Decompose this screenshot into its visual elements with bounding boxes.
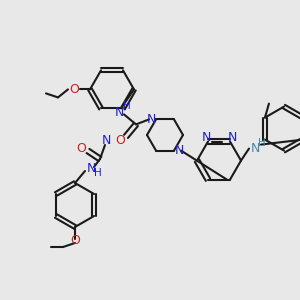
Text: N: N (86, 163, 96, 176)
Text: O: O (115, 134, 125, 147)
Text: H: H (94, 168, 102, 178)
Text: N: N (227, 131, 237, 144)
Text: N: N (114, 106, 124, 119)
Text: N: N (146, 113, 156, 126)
Text: H: H (258, 138, 266, 148)
Text: H: H (123, 101, 131, 111)
Text: O: O (76, 142, 86, 154)
Text: O: O (69, 83, 79, 96)
Text: N: N (250, 142, 260, 155)
Text: N: N (201, 131, 211, 144)
Text: N: N (101, 134, 111, 148)
Text: N: N (174, 144, 184, 157)
Text: O: O (70, 233, 80, 247)
